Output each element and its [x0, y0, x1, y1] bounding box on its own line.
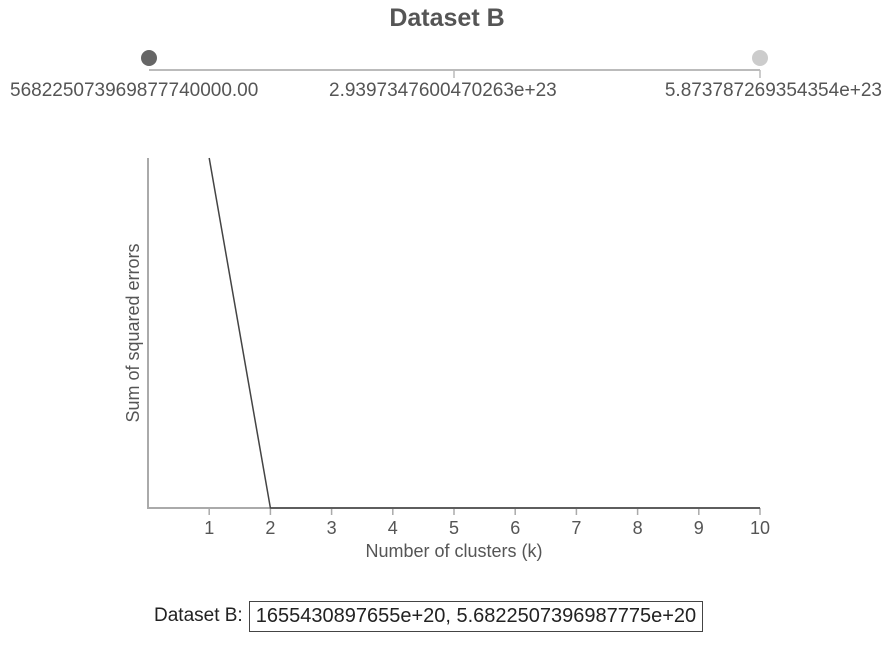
x-tick-label: 6 — [510, 518, 520, 538]
range-slider-min-handle[interactable] — [141, 50, 157, 66]
x-tick-label: 8 — [633, 518, 643, 538]
range-max-label: 5.873787269354354e+23 — [664, 80, 882, 101]
range-slider-max-handle[interactable] — [752, 50, 768, 66]
range-mid-label: 2.9397347600470263e+23 — [329, 80, 557, 101]
x-tick-label: 2 — [265, 518, 275, 538]
elbow-plot: 1 2 3 4 5 6 7 8 9 10 Number of clusters (k) Sum o… — [123, 157, 770, 561]
x-tick-label: 4 — [388, 518, 398, 538]
x-tick-label: 7 — [571, 518, 581, 538]
footer-value-box: 1655430897655e+20, 5.6822507396987775e+2… — [248, 600, 704, 632]
x-tick-label: 9 — [694, 518, 704, 538]
x-axis-ticks: 1 2 3 4 5 6 7 8 9 10 — [204, 508, 770, 538]
x-tick-label: 10 — [750, 518, 770, 538]
range-slider[interactable] — [141, 50, 768, 78]
sse-series-line — [208, 157, 760, 509]
range-min-label: 568225073969877740000.00 — [10, 80, 259, 101]
footer-label: Dataset B: — [154, 605, 243, 626]
x-axis-label: Number of clusters (k) — [365, 541, 542, 561]
footer-dataset-values: Dataset B: 1655430897655e+20, 5.68225073… — [154, 599, 704, 633]
chart-title: Dataset B — [389, 4, 505, 32]
y-axis-label: Sum of squared errors — [123, 243, 143, 422]
x-tick-label: 3 — [327, 518, 337, 538]
x-tick-label: 5 — [449, 518, 459, 538]
x-tick-label: 1 — [204, 518, 214, 538]
